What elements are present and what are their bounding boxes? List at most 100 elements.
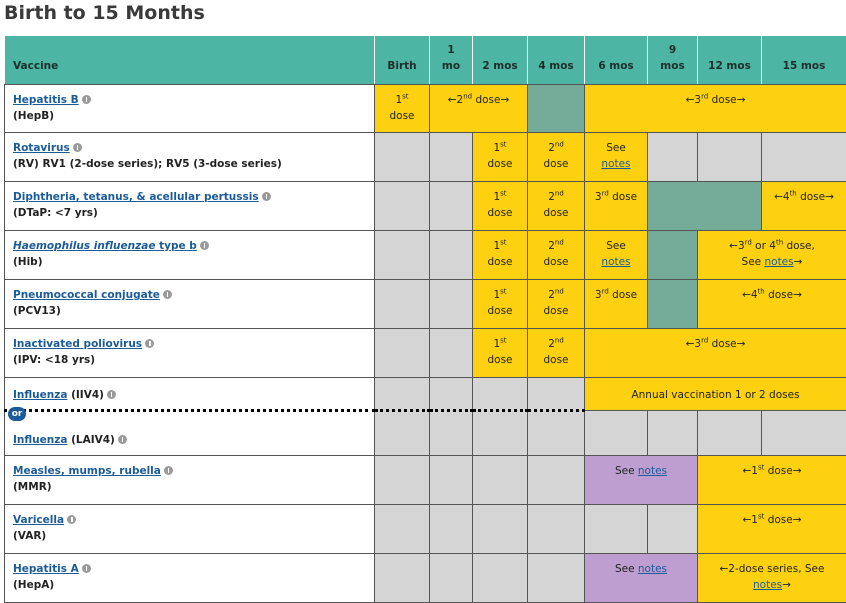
table-cell: Pneumococcal conjugate (PCV13) xyxy=(5,280,375,329)
table-row: Diphtheria, tetanus, & acellular pertuss… xyxy=(5,182,846,231)
table-cell xyxy=(430,505,473,554)
text: Annual vaccination 1 or 2 doses xyxy=(631,389,799,401)
text: ←4 xyxy=(774,191,789,203)
text: (VAR) xyxy=(13,530,46,542)
text: ←1 xyxy=(742,514,757,526)
table-cell xyxy=(528,554,585,603)
table-cell: Haemophilus influenzae type b(Hib) xyxy=(5,231,375,280)
link[interactable]: notes xyxy=(601,256,630,268)
table-cell: Hepatitis B (HepB) xyxy=(5,85,375,133)
superscript: rd xyxy=(745,239,752,247)
table-row: Measles, mumps, rubella (MMR) See notes ←… xyxy=(5,456,846,505)
link[interactable]: notes xyxy=(638,465,667,477)
table-cell: Influenza (IIV4)or xyxy=(5,378,375,411)
table-cell xyxy=(430,411,473,456)
table-cell xyxy=(528,505,585,554)
text: See xyxy=(742,256,765,268)
info-icon xyxy=(200,241,209,250)
link[interactable]: Haemophilus influenzae type b xyxy=(13,240,197,252)
text: 2 xyxy=(548,240,555,252)
text: dose xyxy=(389,110,414,122)
text: dose xyxy=(543,207,568,219)
link[interactable]: Hepatitis A xyxy=(13,563,79,575)
text: (PCV13) xyxy=(13,305,61,317)
superscript: st xyxy=(402,93,408,101)
text: See xyxy=(615,465,638,477)
text: 2 xyxy=(548,289,555,301)
link[interactable]: notes xyxy=(764,256,793,268)
table-cell xyxy=(375,456,430,505)
table-cell xyxy=(375,411,430,456)
link[interactable]: Influenza xyxy=(13,434,67,446)
text: (MMR) xyxy=(13,481,52,493)
text: dose xyxy=(487,354,512,366)
table-cell: Inactivated poliovirus(IPV: <18 yrs) xyxy=(5,329,375,378)
link[interactable]: Pneumococcal conjugate xyxy=(13,289,160,301)
header-cell: Birth xyxy=(375,36,430,85)
link[interactable]: Influenza xyxy=(13,389,67,401)
text: dose xyxy=(543,158,568,170)
superscript: nd xyxy=(555,239,564,247)
link[interactable]: Hepatitis B xyxy=(13,94,79,106)
text: ←3 xyxy=(729,240,744,252)
table-cell: Rotavirus (RV) RV1 (2-dose series); RV5 (… xyxy=(5,133,375,182)
italic-text: Haemophilus influenzae xyxy=(13,240,155,252)
text: See xyxy=(615,563,638,575)
link[interactable]: Varicella xyxy=(13,514,64,526)
link[interactable]: Rotavirus xyxy=(13,142,70,154)
text: (HepB) xyxy=(13,110,54,122)
text: ←3 xyxy=(686,94,701,106)
text: dose xyxy=(609,289,637,301)
link[interactable]: notes xyxy=(638,563,667,575)
superscript: st xyxy=(500,190,506,198)
superscript: th xyxy=(758,288,765,296)
header-cell: Vaccine xyxy=(5,36,375,85)
superscript: nd xyxy=(463,93,472,101)
text: type b xyxy=(155,240,196,252)
table-cell xyxy=(473,554,528,603)
text: See xyxy=(606,142,626,154)
info-icon xyxy=(107,390,116,399)
table-cell xyxy=(375,505,430,554)
table-cell xyxy=(430,456,473,505)
table-row: Hepatitis A(HepA) See notes ←2-dose seri… xyxy=(5,554,846,603)
link[interactable]: notes xyxy=(601,158,630,170)
superscript: nd xyxy=(555,141,564,149)
info-icon xyxy=(67,515,76,524)
text: (LAIV4) xyxy=(67,434,114,446)
text: dose xyxy=(487,207,512,219)
superscript: rd xyxy=(602,288,609,296)
table-cell: ←3rd dose→ xyxy=(585,85,846,133)
link[interactable]: Measles, mumps, rubella xyxy=(13,465,161,477)
link[interactable]: Inactivated poliovirus xyxy=(13,338,142,350)
table-cell xyxy=(648,411,698,456)
superscript: nd xyxy=(555,288,564,296)
link[interactable]: Diphtheria, tetanus, & acellular pertuss… xyxy=(13,191,259,203)
text: dose→ xyxy=(764,514,801,526)
text: (RV) RV1 (2-dose series); RV5 (3-dose se… xyxy=(13,158,282,170)
text: dose→ xyxy=(472,94,509,106)
table-cell: ←1st dose→ xyxy=(698,456,846,505)
header-cell: 12 mos xyxy=(698,36,762,85)
text: 2 xyxy=(548,142,555,154)
text: → xyxy=(782,579,791,591)
superscript: th xyxy=(790,190,797,198)
link[interactable]: notes xyxy=(753,579,782,591)
info-icon xyxy=(163,290,172,299)
table-cell: ←1st dose→ xyxy=(698,505,846,554)
table-cell xyxy=(648,182,762,231)
superscript: rd xyxy=(602,190,609,198)
header-cell: 15 mos xyxy=(762,36,846,85)
text: → xyxy=(794,256,803,268)
table-cell: ←3rd dose→ xyxy=(585,329,846,378)
